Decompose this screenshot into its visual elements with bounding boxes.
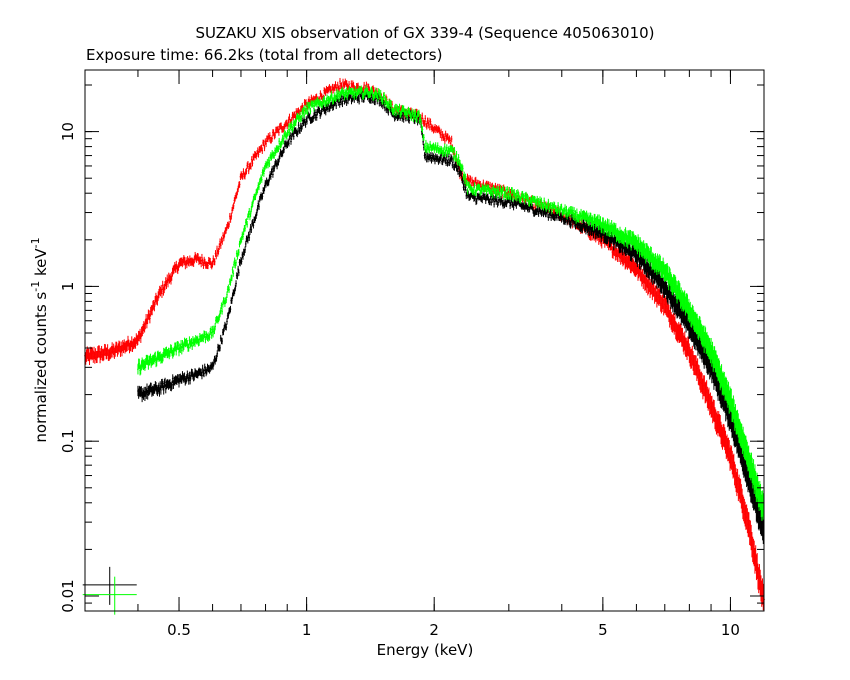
series-layer — [84, 77, 765, 611]
chart-subtitle: Exposure time: 66.2ks (total from all de… — [86, 46, 442, 64]
chart-title: SUZAKU XIS observation of GX 339-4 (Sequ… — [195, 24, 654, 42]
series-2 — [137, 85, 765, 521]
